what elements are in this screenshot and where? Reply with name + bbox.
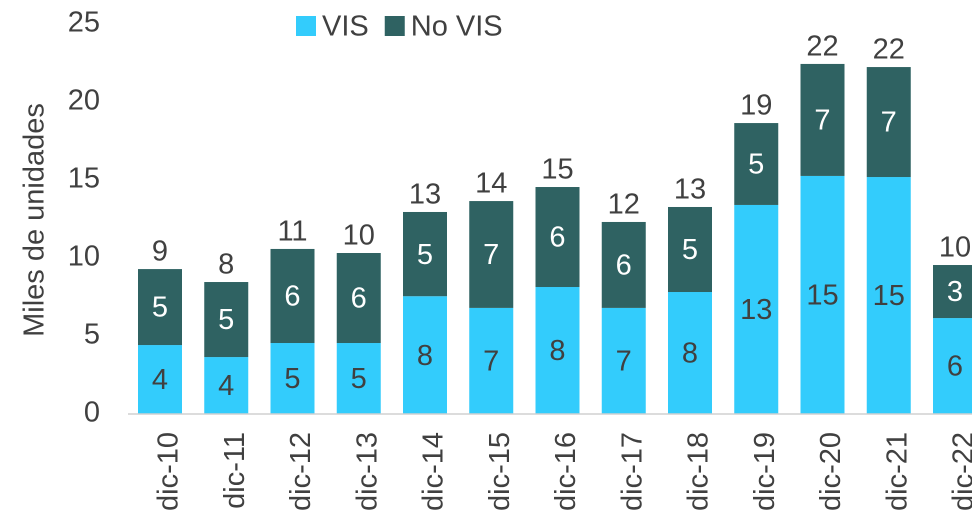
x-tick-label: dic-17	[616, 432, 648, 511]
total-label: 15	[541, 154, 573, 186]
total-label: 14	[475, 168, 507, 200]
bar-segment	[933, 318, 972, 414]
x-tick-label: dic-14	[418, 432, 450, 511]
x-tick-label: dic-19	[749, 432, 781, 511]
bar-segment	[336, 343, 381, 414]
y-tick-label: 0	[84, 397, 100, 429]
total-label: 12	[608, 189, 640, 221]
bar-segment	[668, 206, 712, 293]
bar-segment	[601, 307, 646, 414]
data-label: 5	[284, 363, 300, 395]
x-tick-label: dic-13	[351, 432, 383, 511]
data-label: 5	[152, 292, 168, 324]
bar-segment	[270, 248, 315, 344]
data-label: 5	[351, 363, 367, 395]
bar-segment	[270, 343, 315, 414]
data-label: 6	[947, 351, 963, 383]
x-tick-label: dic-11	[219, 432, 251, 509]
bar-segment	[403, 296, 447, 414]
data-label: 7	[814, 105, 830, 137]
bar-segment	[469, 307, 514, 414]
y-tick-label: 20	[68, 85, 100, 117]
legend-label: No VIS	[411, 11, 503, 43]
data-label: 4	[218, 370, 234, 402]
data-label: 7	[881, 107, 897, 139]
total-label: 19	[740, 90, 772, 122]
bar-segment	[866, 177, 911, 414]
bar-segment	[800, 63, 845, 176]
y-tick-label: 15	[68, 163, 100, 195]
total-label: 13	[409, 179, 441, 211]
y-tick-label: 10	[68, 241, 100, 273]
total-label: 22	[873, 34, 905, 66]
data-label: 13	[740, 294, 772, 326]
total-label: 22	[806, 31, 838, 63]
total-label: 10	[343, 220, 375, 252]
legend-swatch	[296, 16, 316, 36]
y-tick-label: 25	[68, 7, 100, 39]
bar-segment	[535, 187, 580, 288]
data-label: 8	[417, 340, 433, 372]
bar-segment	[336, 253, 381, 344]
total-label: 10	[939, 232, 971, 264]
data-label: 7	[616, 346, 632, 378]
data-label: 6	[549, 222, 565, 254]
bar-segment	[601, 221, 646, 308]
data-label: 3	[947, 276, 963, 308]
total-label: 9	[152, 236, 168, 268]
y-tick-label: 5	[84, 319, 100, 351]
x-tick-label: dic-10	[153, 432, 185, 511]
x-tick-label: dic-12	[285, 432, 317, 511]
bar-segment	[734, 123, 779, 205]
data-label: 8	[682, 338, 698, 370]
bar-segment	[204, 282, 249, 358]
bar-segment	[138, 345, 182, 414]
bar-segment	[866, 67, 911, 178]
x-tick-label: dic-20	[815, 432, 847, 511]
x-tick-label: dic-21	[881, 432, 913, 511]
x-tick-label: dic-15	[484, 432, 516, 511]
data-label: 6	[616, 250, 632, 282]
bar-segment	[933, 265, 972, 319]
data-label: 5	[417, 239, 433, 271]
bar-segment	[800, 175, 845, 414]
x-tick-label: dic-22	[948, 432, 972, 511]
bar-segment	[204, 357, 249, 414]
data-label: 8	[549, 335, 565, 367]
data-label: 7	[483, 239, 499, 271]
bar-segment	[138, 269, 182, 346]
bar-segment	[734, 204, 779, 414]
bar-segment	[668, 292, 712, 414]
legend-swatch	[384, 16, 405, 36]
data-label: 7	[483, 346, 499, 378]
data-label: 15	[873, 280, 905, 312]
data-label: 6	[351, 283, 367, 315]
data-label: 5	[748, 149, 764, 181]
data-label: 15	[806, 280, 838, 312]
bar-segment	[403, 211, 447, 297]
data-label: 5	[682, 234, 698, 266]
bar-segment	[469, 201, 514, 308]
data-label: 5	[218, 304, 234, 336]
total-label: 13	[674, 174, 706, 206]
data-label: 4	[152, 364, 168, 396]
data-label: 6	[284, 281, 300, 313]
bar-segment	[535, 287, 580, 414]
legend-label: VIS	[322, 11, 369, 43]
total-label: 8	[218, 249, 234, 281]
y-axis-label: Miles de unidades	[19, 103, 51, 337]
x-tick-label: dic-18	[683, 432, 715, 511]
total-label: 11	[277, 216, 307, 248]
x-tick-label: dic-16	[550, 432, 582, 511]
